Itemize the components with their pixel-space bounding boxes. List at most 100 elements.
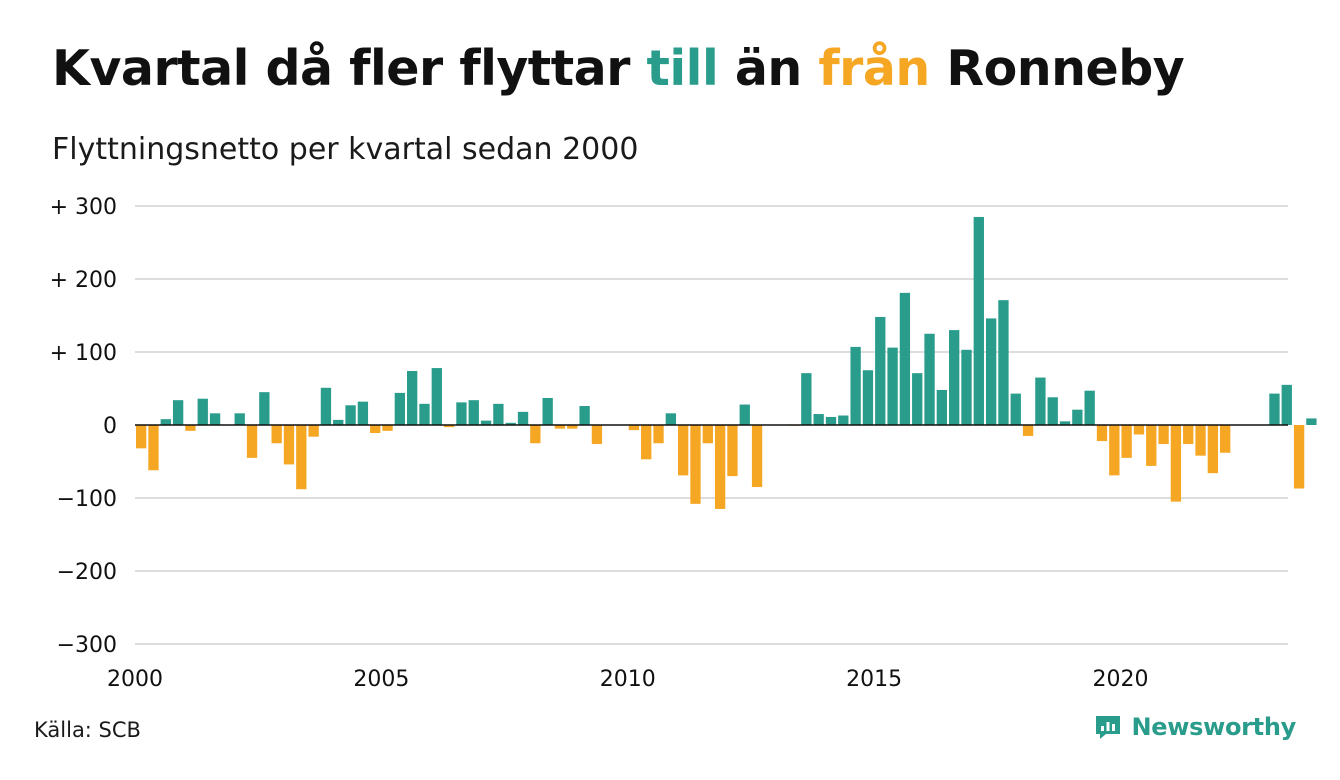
- x-tick-label: 2020: [1092, 667, 1148, 692]
- bar: [1170, 425, 1182, 502]
- bar: [998, 300, 1009, 425]
- bar: [751, 425, 763, 488]
- bars: [136, 216, 1317, 509]
- bar: [862, 370, 874, 425]
- bar: [739, 404, 750, 425]
- bar: [1220, 425, 1231, 453]
- bar: [345, 405, 356, 425]
- bar: [1195, 425, 1206, 456]
- newsworthy-logo-icon: [1096, 716, 1121, 739]
- bar: [505, 422, 516, 425]
- bar: [690, 425, 701, 504]
- bar: [407, 370, 418, 425]
- bar: [283, 425, 295, 465]
- bar: [172, 400, 184, 425]
- bar: [259, 392, 270, 425]
- bar: [1183, 425, 1194, 444]
- bar: [530, 425, 541, 444]
- gridlines: [135, 205, 1288, 645]
- source-note: Källa: SCB: [34, 718, 141, 742]
- bar: [394, 392, 406, 425]
- title-part-1: Kvartal då fler flyttar: [52, 40, 647, 97]
- bar: [1022, 425, 1034, 436]
- bar: [1121, 425, 1132, 458]
- bar: [702, 425, 713, 444]
- bar: [1010, 393, 1021, 425]
- bar: [296, 425, 307, 490]
- bar: [850, 346, 861, 425]
- bar: [246, 425, 258, 458]
- bar: [148, 425, 159, 471]
- bar: [1035, 377, 1046, 425]
- bar: [333, 419, 344, 425]
- bar: [554, 425, 566, 429]
- title-highlight-till: till: [646, 40, 719, 97]
- bar: [912, 373, 923, 425]
- brand-name: Newsworthy: [1131, 713, 1296, 741]
- y-tick-label: −300: [57, 633, 117, 658]
- brand-logo[interactable]: Newsworthy: [1093, 712, 1296, 742]
- bar: [936, 389, 948, 425]
- x-tick-label: 2000: [107, 667, 163, 692]
- bar: [838, 415, 849, 425]
- bar: [628, 425, 640, 431]
- chart-subtitle: Flyttningsnetto per kvartal sedan 2000: [52, 132, 639, 167]
- bar: [714, 425, 726, 509]
- bar: [443, 425, 455, 428]
- bar: [567, 425, 578, 429]
- axes: + 300 + 200 + 100 0 −100 −200 −300 2000 2005 2010…: [50, 195, 1288, 692]
- bar: [591, 425, 603, 444]
- y-tick-label: −100: [57, 487, 117, 512]
- x-tick-label: 2010: [600, 667, 656, 692]
- bar: [357, 401, 369, 425]
- bar: [542, 397, 553, 425]
- bar: [209, 413, 221, 425]
- bar: [727, 425, 738, 477]
- title-highlight-fran: från: [818, 40, 930, 97]
- bar: [480, 420, 492, 425]
- bar: [197, 398, 208, 425]
- bar: [961, 349, 972, 425]
- bar: [949, 330, 960, 425]
- bar: [456, 402, 467, 425]
- bar: [813, 414, 824, 425]
- bar: [1109, 425, 1120, 476]
- bar: [419, 403, 430, 425]
- bar: [665, 413, 677, 425]
- title-part-2: än: [718, 40, 819, 97]
- bar: [320, 387, 332, 425]
- y-tick-label: + 100: [50, 341, 117, 366]
- bar: [924, 333, 935, 425]
- y-tick-label: −200: [57, 560, 117, 585]
- bar: [370, 425, 381, 434]
- bar: [825, 416, 837, 425]
- bar: [1047, 397, 1058, 425]
- bar: [985, 318, 997, 425]
- bar: [973, 216, 984, 425]
- bar: [468, 400, 479, 425]
- bar: [493, 403, 504, 425]
- bar: [653, 425, 664, 444]
- bar: [308, 425, 319, 437]
- x-tick-label: 2005: [353, 667, 409, 692]
- x-tick-label: 2015: [846, 667, 902, 692]
- bar: [1269, 393, 1280, 425]
- title-part-3: Ronneby: [929, 40, 1185, 97]
- bar: [801, 373, 812, 425]
- bar: [271, 425, 282, 444]
- bar: [1158, 425, 1169, 444]
- y-tick-label: + 200: [50, 268, 117, 293]
- bar: [136, 425, 147, 449]
- bar: [234, 413, 245, 425]
- bar: [641, 425, 652, 460]
- bar: [1133, 425, 1145, 435]
- bar: [899, 292, 911, 425]
- bar: [1072, 409, 1083, 425]
- bar: [1293, 425, 1305, 489]
- bar: [185, 425, 196, 431]
- bar: [160, 419, 171, 425]
- bar: [887, 347, 898, 425]
- bar: [517, 411, 529, 425]
- bar-chart: + 300 + 200 + 100 0 −100 −200 −300 2000 2005 2010…: [50, 195, 1317, 692]
- chart-title: Kvartal då fler flyttar till än från Ron…: [52, 40, 1185, 97]
